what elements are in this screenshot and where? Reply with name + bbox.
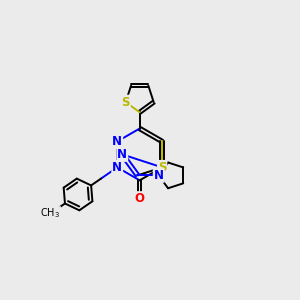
Text: O: O — [135, 192, 145, 205]
Text: N: N — [112, 161, 122, 174]
Text: S: S — [122, 96, 130, 109]
Text: CH$_3$: CH$_3$ — [40, 207, 60, 220]
Text: N: N — [117, 148, 127, 161]
Text: S: S — [158, 161, 167, 174]
Text: N: N — [112, 135, 122, 148]
Text: N: N — [154, 169, 164, 182]
